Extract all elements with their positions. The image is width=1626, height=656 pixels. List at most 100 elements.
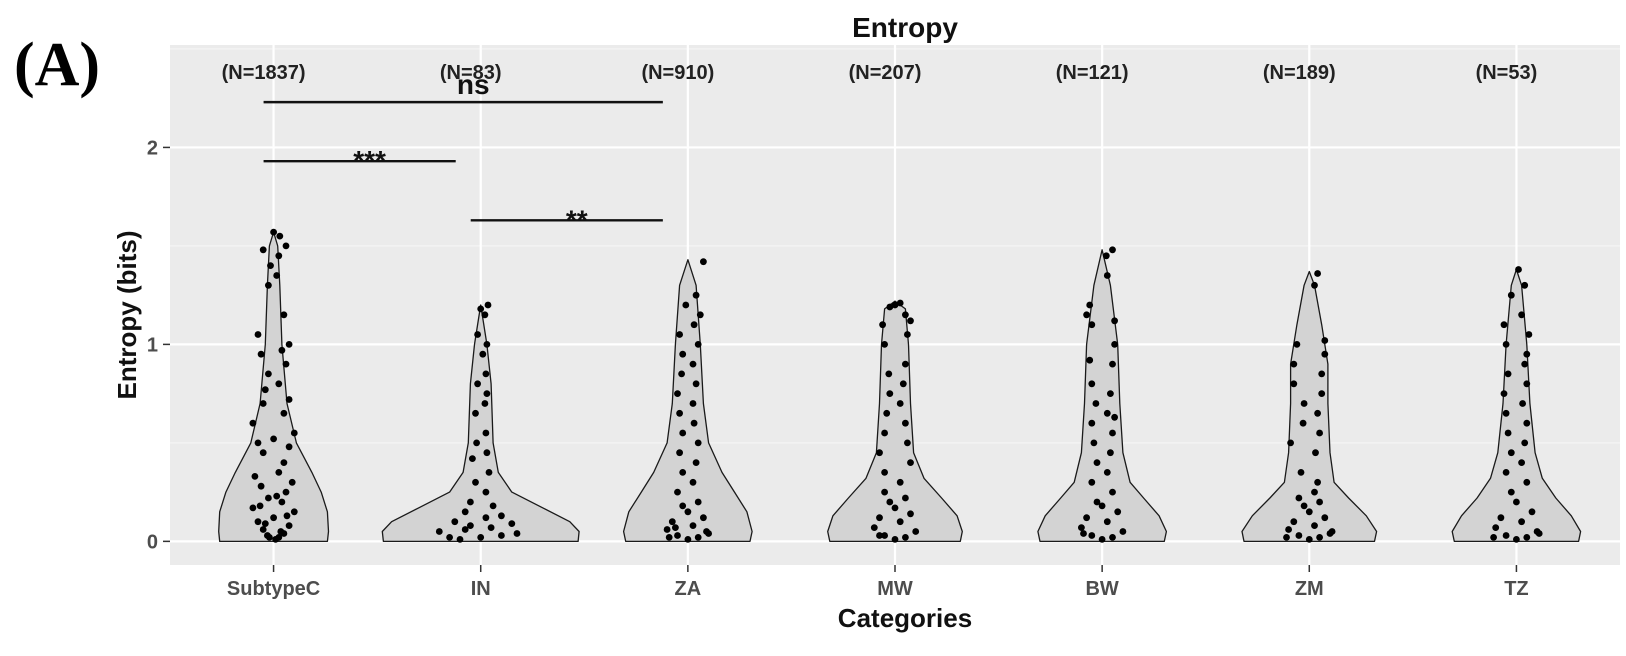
data-point [700, 258, 707, 266]
data-point [907, 317, 914, 325]
data-point [273, 272, 281, 279]
data-point [474, 331, 481, 338]
data-point [1290, 380, 1298, 388]
violin-zm [1241, 270, 1378, 543]
data-point [694, 534, 702, 541]
data-point [876, 514, 883, 522]
data-point [483, 390, 491, 397]
data-point [1507, 449, 1515, 457]
data-point [1092, 400, 1100, 407]
y-tick-label: 1 [147, 334, 158, 356]
data-point [1086, 356, 1094, 364]
x-tick-label: IN [471, 578, 491, 600]
data-point [479, 350, 487, 358]
data-point [1500, 321, 1508, 329]
data-point [456, 536, 464, 543]
data-point [270, 435, 277, 443]
count-label: (N=83) [440, 62, 502, 84]
data-point [477, 305, 485, 313]
data-point [285, 522, 293, 529]
data-point [283, 512, 291, 520]
data-point [1109, 534, 1116, 541]
data-point [904, 439, 911, 447]
y-axis-title: Entropy (bits) [112, 231, 142, 400]
data-point [690, 321, 698, 329]
data-point [1093, 459, 1101, 466]
data-point [280, 409, 288, 417]
data-point [891, 536, 899, 543]
data-point [1086, 301, 1094, 309]
data-point [1502, 341, 1510, 348]
chart-title: Entropy [852, 12, 958, 43]
data-point [1318, 390, 1326, 397]
data-point [451, 518, 459, 526]
data-point [678, 370, 685, 378]
x-tick-label: TZ [1504, 578, 1528, 600]
data-point [1103, 518, 1111, 526]
data-point [679, 429, 687, 437]
data-point [1521, 439, 1529, 447]
data-point [902, 360, 909, 368]
data-point [461, 508, 469, 516]
data-point [467, 522, 474, 529]
data-point [482, 370, 490, 378]
data-point [692, 380, 700, 388]
data-point [290, 508, 298, 516]
data-point [1314, 270, 1321, 277]
data-point [1114, 508, 1122, 516]
data-point [259, 400, 267, 407]
data-point [489, 502, 497, 510]
data-point [270, 228, 277, 236]
data-point [259, 526, 267, 533]
data-point [1103, 272, 1111, 279]
data-point [881, 469, 888, 476]
data-point [703, 528, 710, 535]
data-point [1518, 311, 1525, 319]
y-tick-label: 2 [147, 137, 158, 159]
data-point [285, 341, 293, 348]
data-point [484, 301, 492, 309]
data-point [1090, 439, 1098, 447]
data-point [891, 301, 899, 309]
data-point [700, 514, 707, 522]
data-point [1321, 350, 1329, 358]
data-point [694, 439, 702, 447]
data-point [679, 350, 687, 358]
data-point [1523, 419, 1531, 427]
data-point [1083, 311, 1090, 319]
data-point [1518, 518, 1525, 526]
data-point [498, 512, 505, 520]
data-point [689, 400, 697, 407]
data-point [1102, 252, 1110, 260]
data-point [259, 449, 267, 457]
data-point [257, 350, 265, 358]
data-point [1305, 536, 1313, 543]
data-point [682, 301, 690, 309]
data-point [1314, 478, 1321, 486]
data-point [1502, 409, 1510, 417]
data-point [275, 469, 283, 476]
data-point [1316, 429, 1323, 437]
data-point [278, 498, 286, 506]
data-point [1507, 291, 1515, 299]
data-point [265, 281, 272, 289]
count-label: (N=189) [1263, 62, 1336, 84]
data-point [508, 520, 516, 527]
data-point [1528, 508, 1536, 516]
data-point [676, 409, 683, 417]
data-point [692, 291, 700, 299]
data-point [251, 473, 259, 480]
data-point [1513, 498, 1520, 506]
data-point [282, 488, 290, 496]
y-tick-label: 0 [147, 531, 158, 553]
data-point [473, 439, 480, 447]
data-point [481, 311, 489, 319]
data-point [446, 534, 453, 541]
data-point [1083, 514, 1090, 522]
data-point [891, 504, 899, 512]
data-point [249, 504, 257, 512]
data-point [485, 469, 493, 476]
data-point [265, 494, 272, 502]
data-point [1283, 534, 1290, 541]
data-point [694, 498, 702, 506]
